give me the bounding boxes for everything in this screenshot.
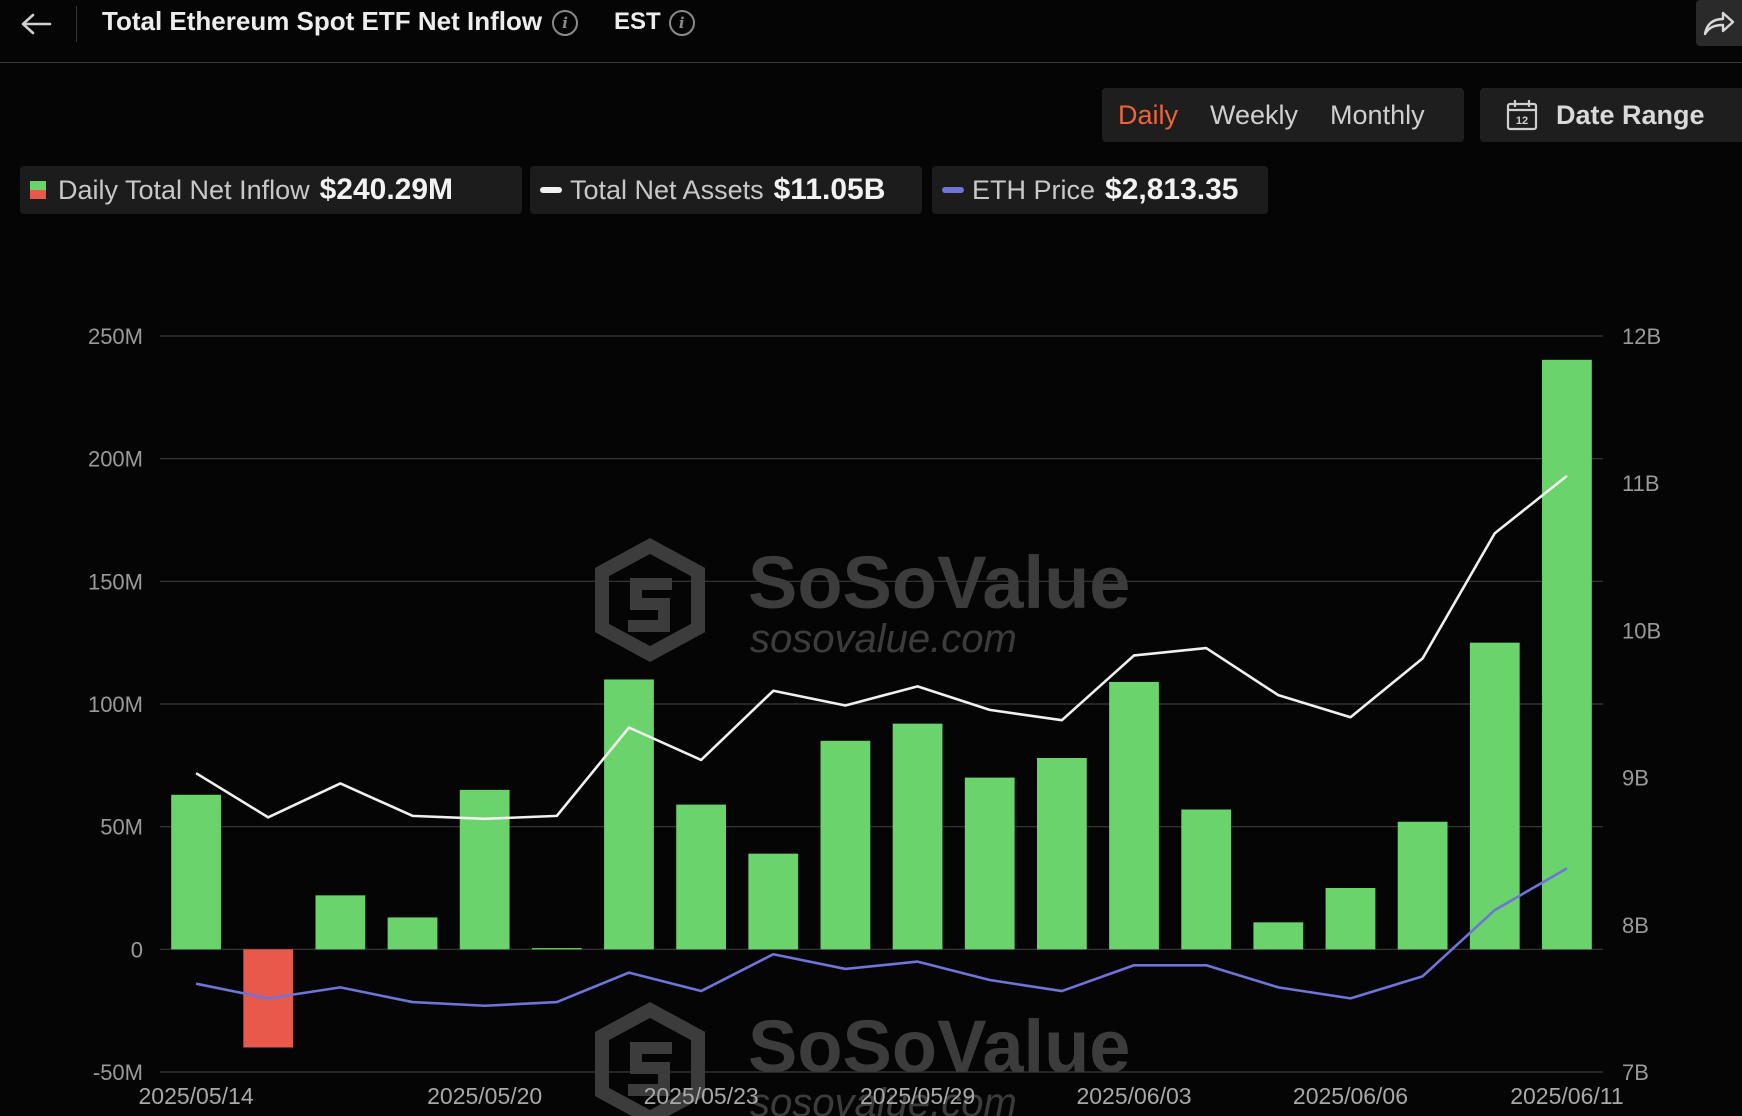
watermark-url: sosovalue.com	[750, 617, 1017, 661]
inflow-bar	[315, 895, 366, 950]
divider	[76, 6, 77, 42]
page-title: Total Ethereum Spot ETF Net Inflow i	[102, 6, 579, 37]
inflow-bar	[531, 948, 582, 950]
inflow-swatch-icon	[30, 181, 46, 199]
right-axis-tick-label: 10B	[1622, 618, 1661, 643]
inflow-bar	[892, 723, 943, 950]
inflow-bar	[1397, 821, 1448, 950]
inflow-bar	[964, 777, 1015, 950]
inflow-chart: SoSoValue sosovalue.com SoSoValue sosova…	[88, 324, 1661, 1116]
share-icon[interactable]	[1696, 0, 1742, 46]
timezone-text: EST	[614, 8, 661, 35]
period-monthly-tab[interactable]: Monthly	[1330, 99, 1425, 130]
left-axis-tick-label: -50M	[93, 1060, 143, 1085]
inflow-bar	[1181, 809, 1232, 950]
x-axis-tick-label: 2025/06/03	[1076, 1083, 1191, 1109]
legend-label: ETH Price	[972, 174, 1096, 205]
inflow-bar	[676, 804, 727, 950]
inflow-bar	[820, 740, 871, 950]
left-axis-tick-label: 50M	[100, 815, 143, 840]
net-assets-line	[195, 474, 1568, 821]
inflow-bar	[604, 679, 654, 950]
right-axis-tick-label: 7B	[1622, 1060, 1649, 1085]
legend-net-inflow[interactable]: Daily Total Net Inflow $240.29M	[20, 166, 522, 214]
legend-eth-price[interactable]: ETH Price $2,813.35	[932, 166, 1268, 214]
legend-value: $11.05B	[773, 173, 886, 206]
watermark-logo-icon	[595, 1002, 705, 1116]
period-daily-tab[interactable]: Daily	[1118, 99, 1179, 130]
assets-swatch-icon	[540, 187, 562, 193]
page-title-text: Total Ethereum Spot ETF Net Inflow	[102, 6, 543, 36]
date-range-label: Date Range	[1556, 99, 1705, 130]
inflow-bar	[748, 853, 799, 950]
period-weekly-tab[interactable]: Weekly	[1210, 99, 1299, 130]
x-axis-tick-label: 2025/06/06	[1293, 1083, 1408, 1109]
left-axis-tick-label: 250M	[88, 324, 143, 349]
period-selector: Daily Weekly Monthly	[1102, 88, 1464, 142]
watermark-brand: SoSoValue	[748, 1005, 1130, 1088]
x-axis-tick-label: 2025/05/20	[427, 1083, 542, 1109]
inflow-bar	[387, 917, 438, 950]
inflow-bar	[1469, 642, 1520, 950]
legend-net-assets[interactable]: Total Net Assets $11.05B	[530, 166, 922, 214]
calendar-icon-day: 12	[1516, 115, 1528, 127]
date-range-button[interactable]: 12 Date Range	[1480, 88, 1742, 142]
inflow-bar	[1109, 681, 1159, 950]
x-axis-tick-label: 2025/05/29	[860, 1083, 975, 1109]
x-axis-tick-label: 2025/05/14	[139, 1083, 254, 1109]
inflow-bar	[171, 794, 221, 950]
x-axis-tick-label: 2025/05/23	[644, 1083, 759, 1109]
legend-value: $240.29M	[319, 173, 454, 206]
left-axis-tick-label: 200M	[88, 447, 143, 472]
eth-price-line	[195, 867, 1568, 1008]
watermark-brand: SoSoValue	[748, 541, 1130, 624]
left-axis-tick-label: 100M	[88, 692, 143, 717]
right-axis-tick-label: 9B	[1622, 766, 1649, 791]
right-axis-tick-label: 11B	[1622, 471, 1660, 496]
watermark: SoSoValue sosovalue.com	[595, 1002, 1130, 1116]
inflow-bar	[1253, 922, 1304, 950]
legend-value: $2,813.35	[1105, 173, 1239, 206]
inflow-bar	[1542, 359, 1592, 950]
left-axis-tick-label: 0	[131, 937, 143, 962]
back-arrow-icon[interactable]	[14, 4, 58, 44]
x-axis-tick-label: 2025/06/11	[1510, 1083, 1623, 1109]
watermark-url: sosovalue.com	[750, 1081, 1017, 1116]
price-swatch-icon	[942, 187, 964, 193]
top-bar: Total Ethereum Spot ETF Net Inflow i EST i	[0, 0, 1742, 63]
right-axis-tick-label: 12B	[1622, 324, 1661, 349]
legend-label: Total Net Assets	[570, 174, 764, 205]
inflow-bar	[1036, 757, 1087, 950]
calendar-icon: 12	[1506, 100, 1538, 131]
right-axis-tick-label: 8B	[1622, 913, 1649, 938]
timezone-label[interactable]: EST i	[614, 8, 695, 36]
inflow-bar	[1325, 888, 1376, 950]
inflow-bar	[459, 789, 510, 950]
left-axis-tick-label: 150M	[88, 569, 143, 594]
info-icon[interactable]: i	[552, 10, 579, 37]
watermark-logo-icon	[595, 538, 705, 662]
timezone-info-icon[interactable]: i	[668, 9, 695, 36]
watermark: SoSoValue sosovalue.com	[595, 538, 1130, 662]
legend-label: Daily Total Net Inflow	[58, 174, 310, 205]
